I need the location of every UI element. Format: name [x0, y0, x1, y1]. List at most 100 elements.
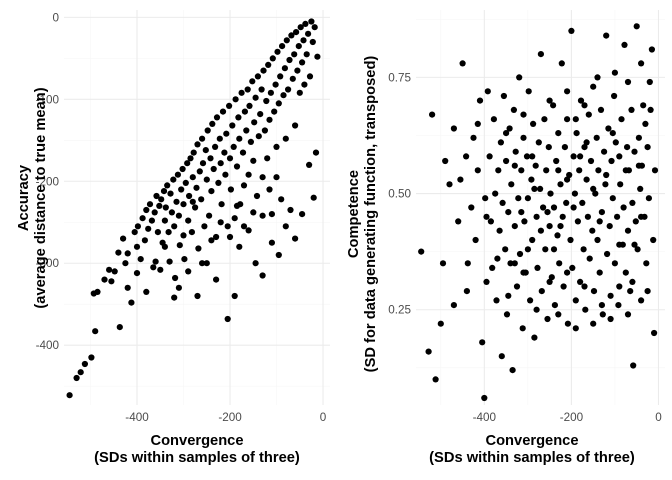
accuracy-data-point [143, 288, 150, 295]
accuracy-data-point [218, 201, 225, 208]
accuracy-data-point [239, 149, 247, 156]
competence-data-point [611, 69, 619, 76]
competence-grid [416, 10, 665, 405]
accuracy-data-point [160, 188, 168, 195]
competence-data-point [567, 236, 574, 244]
accuracy-x-tick-label: 0 [320, 411, 327, 424]
competence-y-tick-label: 0.75 [388, 71, 411, 84]
accuracy-data-point [299, 211, 306, 218]
competence-data-point [589, 227, 596, 234]
accuracy-data-point [221, 149, 228, 156]
competence-data-point [624, 78, 632, 86]
accuracy-y-title-line2: (average distance to true mean) [33, 87, 49, 308]
competence-data-point [593, 134, 600, 141]
accuracy-data-point [198, 196, 205, 203]
competence-data-point [581, 283, 588, 290]
competence-data-point [609, 195, 616, 202]
accuracy-data-point [232, 96, 239, 103]
competence-data-point [612, 139, 619, 146]
competence-data-point [564, 116, 571, 123]
competence-data-point [582, 306, 589, 313]
accuracy-data-point [224, 223, 231, 230]
accuracy-data-point [279, 43, 286, 50]
accuracy-data-point [133, 243, 141, 250]
accuracy-data-point [252, 260, 259, 267]
accuracy-data-point [120, 235, 127, 242]
competence-data-point [546, 97, 553, 104]
accuracy-data-point [281, 65, 288, 72]
accuracy-data-point [145, 225, 152, 232]
accuracy-data-point [184, 160, 191, 167]
accuracy-data-point [185, 268, 192, 275]
competence-data-point [580, 246, 587, 253]
competence-data-point [470, 134, 477, 141]
competence-data-point [555, 130, 562, 137]
accuracy-data-point [271, 108, 278, 115]
competence-data-point [602, 181, 609, 188]
accuracy-data-point [314, 53, 321, 60]
accuracy-data-point [294, 67, 301, 74]
competence-data-point [651, 167, 659, 174]
accuracy-data-point [240, 223, 248, 230]
accuracy-y-tick-label: -100 [36, 93, 60, 106]
competence-data-point [463, 288, 470, 295]
competence-data-point [495, 167, 502, 174]
competence-data-point [511, 260, 518, 267]
accuracy-data-point [167, 190, 174, 197]
accuracy-data-point [273, 174, 280, 181]
accuracy-data-point [193, 184, 200, 191]
competence-data-point [571, 190, 579, 197]
accuracy-data-point [213, 114, 221, 121]
competence-data-point [506, 125, 513, 132]
competence-data-point [528, 176, 535, 183]
accuracy-data-point [182, 179, 189, 186]
competence-data-point [446, 181, 453, 188]
accuracy-data-point [231, 292, 238, 300]
accuracy-data-point [282, 135, 289, 142]
accuracy-data-point [312, 149, 320, 156]
competence-data-point [585, 111, 592, 118]
accuracy-data-point [273, 143, 280, 150]
accuracy-data-point [213, 233, 220, 241]
competence-data-point [450, 125, 457, 132]
accuracy-data-point [196, 168, 203, 175]
accuracy-data-point [158, 196, 165, 203]
competence-data-point [621, 41, 628, 49]
competence-data-point [527, 297, 534, 304]
accuracy-data-point [170, 176, 177, 183]
competence-data-point [516, 74, 523, 81]
competence-data-point [614, 213, 621, 220]
accuracy-data-point [267, 89, 274, 96]
accuracy-data-point [295, 43, 302, 50]
accuracy-grid [64, 10, 330, 405]
accuracy-data-point [189, 174, 196, 181]
accuracy-data-point [303, 51, 310, 58]
accuracy-data-point [171, 294, 178, 301]
accuracy-y-tick-label: -400 [36, 339, 60, 352]
competence-data-point [499, 199, 506, 206]
accuracy-data-point [115, 249, 122, 256]
accuracy-data-point [296, 89, 303, 96]
competence-data-point [586, 255, 593, 262]
accuracy-data-point [259, 272, 266, 279]
competence-data-point [541, 116, 548, 123]
competence-data-point [510, 106, 517, 113]
accuracy-data-point [283, 37, 290, 44]
competence-data-point [464, 260, 471, 267]
accuracy-data-point [285, 86, 292, 93]
competence-data-point [537, 227, 545, 234]
competence-data-point [577, 278, 584, 285]
competence-data-point [508, 181, 515, 188]
competence-data-point [564, 269, 571, 276]
competence-data-point [631, 241, 638, 248]
accuracy-data-point [265, 61, 272, 68]
accuracy-data-point [217, 219, 224, 226]
competence-data-point [530, 120, 537, 127]
accuracy-data-point [124, 284, 131, 291]
competence-data-point [459, 60, 466, 67]
accuracy-data-point [233, 163, 241, 170]
accuracy-data-point [92, 328, 99, 335]
accuracy-data-point [157, 266, 164, 273]
accuracy-data-point [165, 229, 172, 236]
competence-data-point [594, 236, 601, 244]
